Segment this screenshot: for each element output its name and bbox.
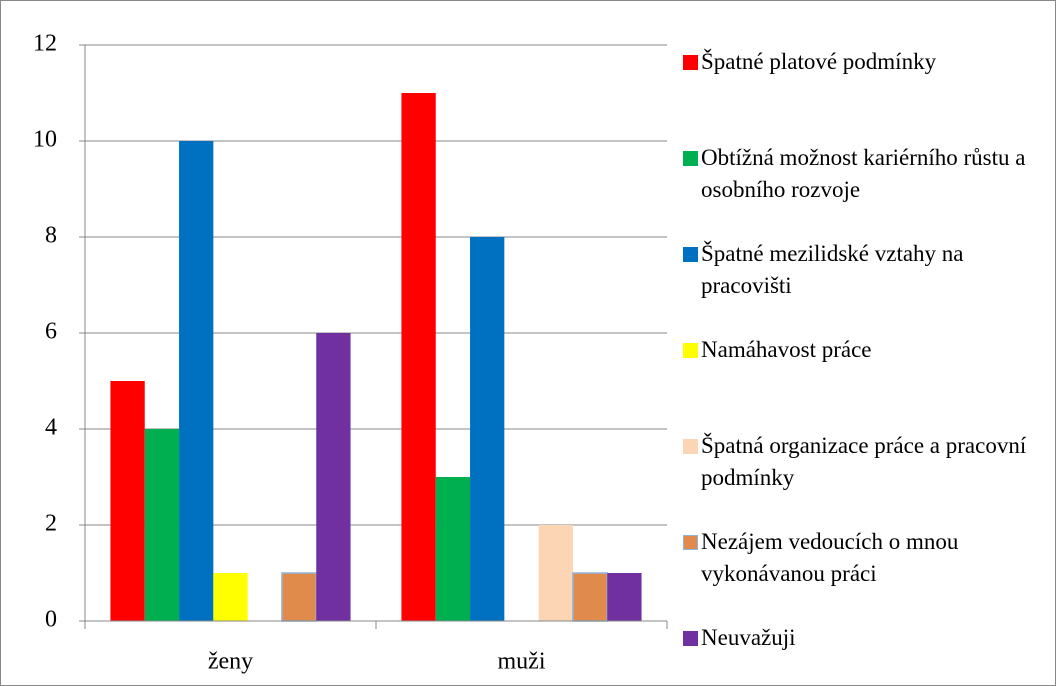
legend-swatch	[683, 151, 698, 166]
y-tick-label: 12	[33, 31, 57, 57]
legend-swatch	[683, 55, 698, 70]
legend-label: Špatná organizace práce a pracovní podmí…	[701, 433, 1027, 490]
legend-label: Nezájem vedoucích o mnou vykonávanou prá…	[701, 529, 959, 586]
bar	[401, 93, 436, 621]
bar	[538, 525, 573, 621]
bar	[470, 237, 505, 621]
legend-swatch	[683, 343, 698, 358]
legend-swatch	[683, 439, 698, 454]
legend-label: Špatné mezilidské vztahy na pracovišti	[701, 241, 964, 298]
legend-entry: Namáhavost práce	[683, 334, 1043, 366]
y-tick-label: 0	[45, 607, 57, 633]
y-tick-label: 2	[45, 511, 57, 537]
bar	[110, 381, 145, 621]
x-tick-label: muži	[498, 649, 546, 675]
legend-label: Špatné platové podmínky	[701, 49, 937, 74]
legend-entry: Nezájem vedoucích o mnou vykonávanou prá…	[683, 526, 1043, 590]
legend-label: Obtížná možnost kariérního růstu a osobn…	[701, 145, 1026, 202]
bar	[179, 141, 214, 621]
y-tick-label: 8	[45, 223, 57, 249]
legend-label: Neuvažuji	[701, 625, 796, 650]
bar	[607, 573, 642, 621]
bar	[435, 477, 471, 621]
bar	[572, 572, 609, 622]
legend-entry: Neuvažuji	[683, 622, 1043, 654]
bar	[213, 573, 248, 621]
legend-label: Namáhavost práce	[701, 337, 872, 362]
legend-entry: Špatné platové podmínky	[683, 46, 1043, 78]
x-tick-label: ženy	[208, 649, 253, 675]
legend-entry: Obtížná možnost kariérního růstu a osobn…	[683, 142, 1043, 206]
legend-entry: Špatné mezilidské vztahy na pracovišti	[683, 238, 1043, 302]
bar	[144, 429, 180, 621]
legend-swatch	[683, 631, 698, 646]
legend-swatch	[683, 247, 698, 262]
y-tick-label: 6	[45, 319, 57, 345]
bar	[281, 572, 318, 622]
legend-swatch	[683, 535, 698, 550]
y-tick-label: 4	[45, 415, 57, 441]
y-tick-label: 10	[33, 127, 57, 153]
bar	[316, 333, 351, 621]
legend-entry: Špatná organizace práce a pracovní podmí…	[683, 430, 1043, 494]
